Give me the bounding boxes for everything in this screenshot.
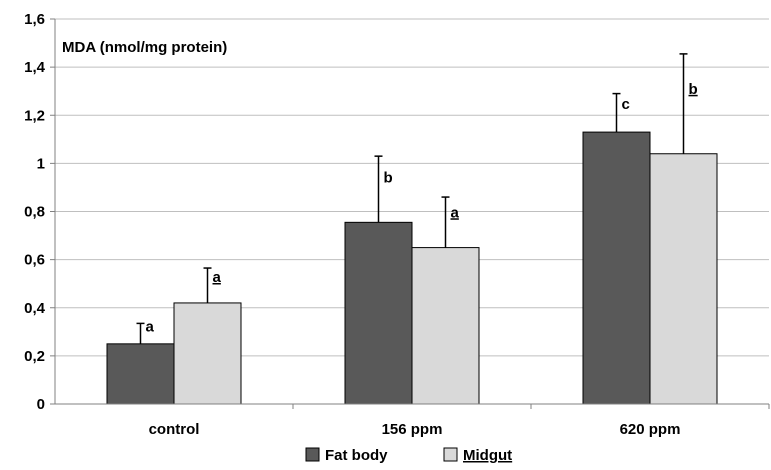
y-tick-label: 0	[37, 396, 45, 413]
legend: Fat body Midgut	[305, 447, 512, 464]
y-tick-label: 0,8	[24, 204, 45, 221]
bar	[582, 131, 651, 405]
significance-label: b	[384, 170, 393, 187]
legend-label: Fat body	[325, 447, 388, 464]
legend-swatch	[443, 447, 458, 462]
significance-label: b	[689, 81, 698, 98]
legend-swatch	[305, 447, 320, 462]
y-axis-title: MDA (nmol/mg protein)	[62, 39, 227, 56]
bar	[649, 153, 718, 405]
bar	[106, 343, 175, 405]
x-category-label: 156 ppm	[382, 421, 443, 438]
bars	[106, 131, 718, 405]
y-tick-label: 1,6	[24, 11, 45, 28]
error-bars	[136, 53, 688, 344]
legend-label: Midgut	[463, 447, 512, 464]
y-tick-label: 0,2	[24, 348, 45, 365]
bar	[173, 302, 242, 405]
x-category-label: 620 ppm	[620, 421, 681, 438]
axes	[50, 18, 770, 409]
significance-labels: a a b a c b	[146, 81, 698, 336]
x-category-label: control	[149, 421, 200, 438]
y-tick-label: 0,6	[24, 252, 45, 269]
y-tick-label: 1	[37, 155, 45, 172]
significance-label: a	[451, 204, 460, 221]
bar	[411, 247, 480, 405]
significance-label: a	[146, 319, 155, 336]
y-tick-label: 1,4	[24, 59, 46, 76]
y-tick-label: 0,4	[24, 300, 46, 317]
y-tick-label: 1,2	[24, 107, 45, 124]
y-tick-labels: 0 0,2 0,4 0,6 0,8 1 1,2 1,4 1,6	[24, 11, 46, 413]
significance-label: a	[213, 269, 222, 286]
significance-label: c	[622, 96, 630, 113]
bar	[344, 221, 413, 405]
x-category-labels: control 156 ppm 620 ppm	[149, 421, 681, 438]
